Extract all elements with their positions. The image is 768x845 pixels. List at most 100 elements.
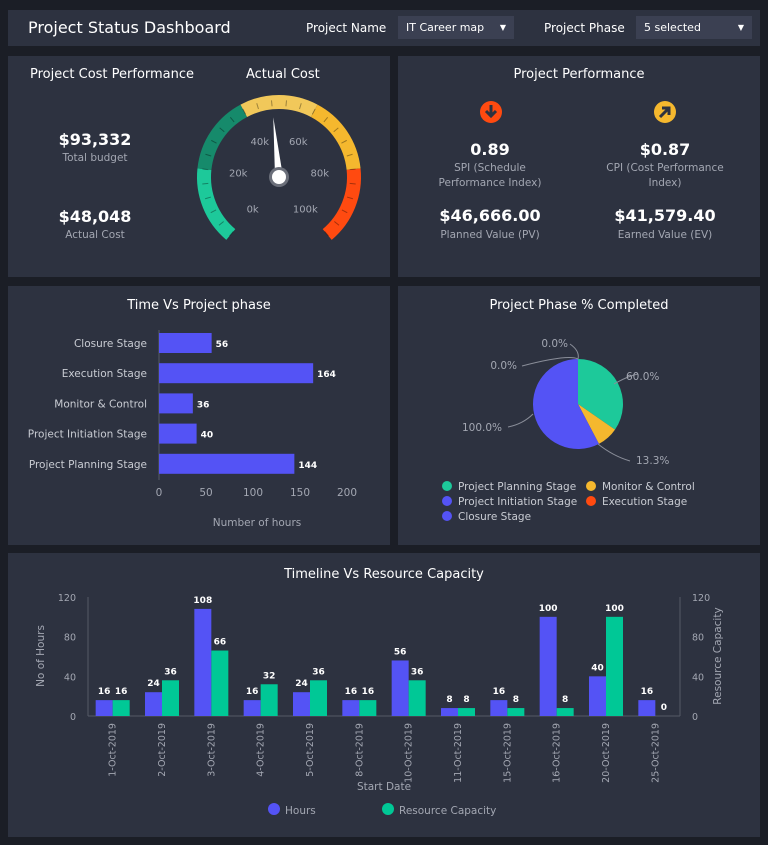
data-label: 16 bbox=[362, 687, 375, 697]
pie-slice bbox=[533, 359, 599, 449]
y-tick-label: 80 bbox=[64, 633, 76, 644]
bar-hours bbox=[95, 700, 113, 716]
x-tick-label: 100 bbox=[243, 487, 263, 499]
bar bbox=[159, 453, 295, 474]
x-tick-label: 50 bbox=[199, 487, 212, 499]
data-label: 16 bbox=[641, 687, 654, 697]
bar-hours bbox=[243, 700, 261, 716]
bar-hours bbox=[539, 616, 557, 716]
bar-hours bbox=[391, 660, 409, 716]
data-label: 0 bbox=[661, 703, 667, 713]
data-label: 36 bbox=[312, 667, 325, 677]
bar-resource-capacity bbox=[260, 684, 278, 716]
bar-resource-capacity bbox=[507, 708, 525, 716]
y2-tick-label: 40 bbox=[692, 672, 704, 683]
y-tick-label: 0 bbox=[70, 712, 76, 723]
gauge-tick bbox=[333, 127, 339, 133]
gauge-tick bbox=[210, 209, 217, 214]
x-tick-label: 1-Oct-2019 bbox=[108, 723, 119, 777]
y2-tick-label: 80 bbox=[692, 633, 704, 644]
bar bbox=[159, 333, 212, 353]
gauge-tick bbox=[285, 100, 288, 107]
gauge-tick bbox=[202, 168, 209, 171]
gauge-band bbox=[310, 104, 361, 171]
gauge-tick-label: 100k bbox=[293, 204, 318, 215]
cost-performance-panel: Project Cost Performance Actual Cost $93… bbox=[8, 56, 390, 277]
gauge-tick bbox=[324, 231, 329, 237]
x-tick-label: 150 bbox=[290, 487, 310, 499]
data-label: 8 bbox=[446, 695, 452, 705]
legend-swatch bbox=[382, 803, 394, 815]
category-label: Monitor & Control bbox=[54, 398, 147, 410]
bar-resource-capacity bbox=[310, 680, 327, 716]
data-label: 144 bbox=[298, 461, 317, 471]
bar-resource-capacity bbox=[556, 708, 574, 716]
bar bbox=[159, 363, 314, 384]
leader-line bbox=[597, 443, 631, 462]
bar-hours bbox=[638, 700, 656, 716]
gauge-tick bbox=[204, 196, 212, 200]
data-label: 100 bbox=[605, 604, 624, 614]
x-tick-label: 10-Oct-2019 bbox=[404, 723, 415, 783]
y-axis-label: No of Hours bbox=[35, 625, 47, 687]
legend-swatch bbox=[586, 496, 596, 506]
bar-resource-capacity bbox=[112, 700, 130, 716]
gauge-tick bbox=[341, 139, 347, 144]
planned-value: $46,666.00 bbox=[439, 206, 541, 225]
legend-label: Hours bbox=[285, 805, 316, 817]
gauge-tick bbox=[349, 182, 356, 185]
total-budget-label: Total budget bbox=[62, 152, 128, 164]
actual-cost-value: $48,048 bbox=[58, 207, 132, 226]
category-label: Project Planning Stage bbox=[29, 459, 147, 471]
category-label: Project Initiation Stage bbox=[28, 429, 147, 441]
spi-value: 0.89 bbox=[470, 140, 510, 159]
legend-label: Project Initiation Stage bbox=[458, 496, 577, 508]
gauge-tick bbox=[341, 209, 348, 214]
project-phase-select[interactable]: 5 selected ▼ bbox=[636, 16, 752, 39]
bar-hours bbox=[441, 708, 458, 716]
data-label: 16 bbox=[98, 687, 111, 697]
gauge-tick bbox=[205, 153, 212, 157]
bar-resource-capacity bbox=[458, 708, 475, 716]
leader-line bbox=[521, 357, 579, 367]
project-name-select[interactable]: IT Career map ▼ bbox=[398, 16, 514, 39]
actual-cost-label: Actual Cost bbox=[65, 229, 125, 241]
bar bbox=[159, 393, 193, 414]
performance-title: Project Performance bbox=[513, 67, 645, 82]
gauge-tick bbox=[334, 221, 340, 226]
gauge-title: Actual Cost bbox=[246, 67, 320, 82]
gauge-tick-label: 60k bbox=[289, 137, 308, 148]
gauge-tick bbox=[323, 117, 329, 123]
data-label: 36 bbox=[411, 667, 424, 677]
bar-resource-capacity bbox=[359, 700, 377, 716]
project-performance-panel: Project Performance 0.89 SPI (Schedule P… bbox=[398, 56, 760, 277]
bar-hours bbox=[293, 692, 310, 716]
gauge-tick bbox=[219, 127, 225, 133]
gauge-tick bbox=[229, 231, 234, 237]
gauge-tick-label: 20k bbox=[229, 169, 248, 180]
x-tick-label: 16-Oct-2019 bbox=[552, 723, 563, 783]
data-label: 66 bbox=[214, 638, 227, 648]
spi-label: SPI (Schedule Performance Index) bbox=[438, 162, 542, 189]
legend-label: Resource Capacity bbox=[399, 805, 496, 817]
cpi-label: CPI (Cost Performance Index) bbox=[606, 162, 724, 189]
x-tick-label: 25-Oct-2019 bbox=[650, 723, 661, 783]
bar-resource-capacity bbox=[606, 616, 623, 716]
slice-label: 0.0% bbox=[541, 338, 568, 350]
data-label: 56 bbox=[216, 340, 229, 350]
chart-title: Time Vs Project phase bbox=[127, 298, 271, 313]
page-title: Project Status Dashboard bbox=[28, 18, 231, 37]
data-label: 36 bbox=[164, 667, 177, 677]
data-label: 16 bbox=[246, 687, 259, 697]
data-label: 16 bbox=[493, 687, 506, 697]
earned-value: $41,579.40 bbox=[614, 206, 716, 225]
data-label: 56 bbox=[394, 647, 407, 657]
slice-label: 60.0% bbox=[626, 371, 659, 383]
arrow-up-right-circle-icon bbox=[654, 101, 676, 123]
leader-line bbox=[507, 413, 534, 428]
legend-label: Execution Stage bbox=[602, 496, 687, 508]
y2-tick-label: 120 bbox=[692, 593, 710, 604]
phase-completed-panel: Project Phase % Completed 60.0% 13.3% 100.… bbox=[398, 286, 760, 545]
data-label: 32 bbox=[263, 671, 276, 681]
